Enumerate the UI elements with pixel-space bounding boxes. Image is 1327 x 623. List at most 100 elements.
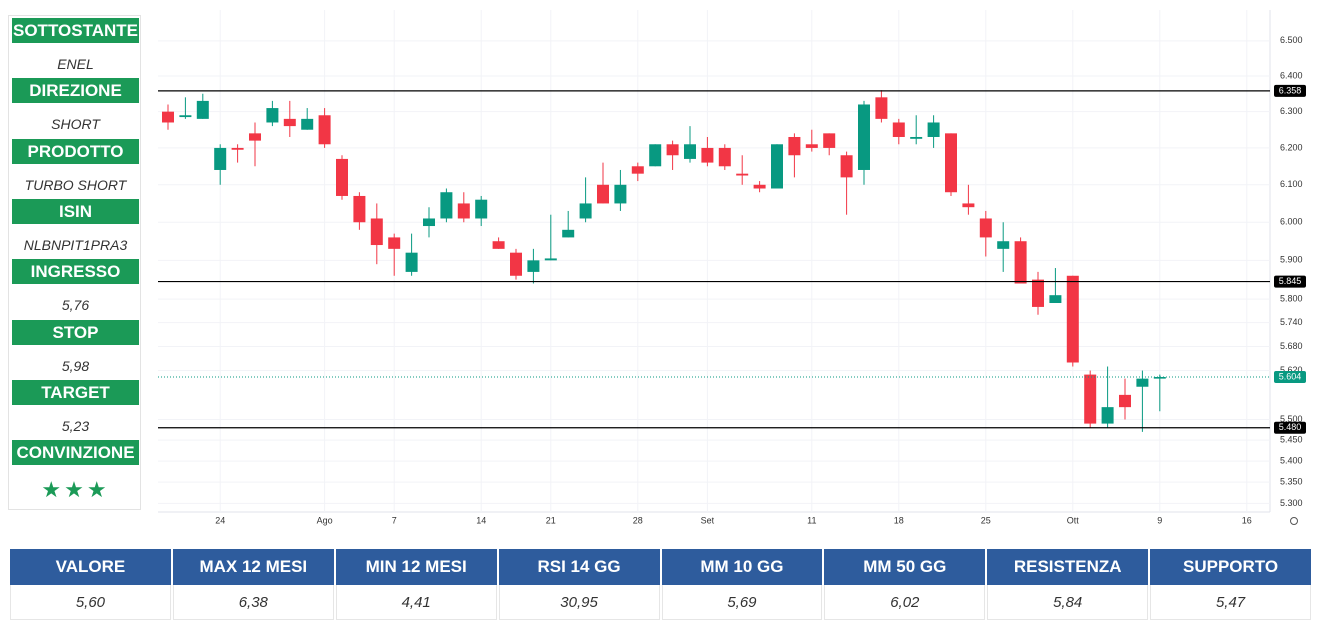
candle-body xyxy=(718,147,731,167)
y-tick-label: 6.400 xyxy=(1280,70,1303,80)
stats-table: VALORE MAX 12 MESI MIN 12 MESI RSI 14 GG MM … xyxy=(10,549,1313,621)
candle-body xyxy=(1066,275,1079,363)
y-tick-label: 6.500 xyxy=(1280,35,1303,45)
field-label: INGRESSO xyxy=(12,259,139,285)
candle-body xyxy=(631,166,644,174)
table-cell: 5,47 xyxy=(1150,585,1311,620)
sidebar: SOTTOSTANTE ENEL DIREZIONE SHORT PRODOTTO TUR… xyxy=(8,15,141,510)
table-header: MAX 12 MESI xyxy=(172,549,334,585)
candle-body xyxy=(1014,241,1027,284)
field-value: 5,76 xyxy=(61,297,90,314)
chart: 6.500 6.400 6.300 6.200 6.100 6.000 5.900 5.800… xyxy=(158,10,1306,525)
candle-body xyxy=(179,115,192,118)
candle-body xyxy=(405,252,418,272)
y-tick-label: 5.450 xyxy=(1280,435,1303,445)
y-tick-label: 5.680 xyxy=(1280,341,1303,351)
field-value: SHORT xyxy=(51,116,100,133)
candle-body xyxy=(649,144,662,167)
field-label: DIREZIONE xyxy=(12,78,139,104)
field-value: ★★★ xyxy=(41,477,110,503)
candle-body xyxy=(1049,295,1062,304)
candle-body xyxy=(492,241,505,249)
candle-body xyxy=(805,144,818,148)
x-tick-label: 11 xyxy=(807,515,816,525)
table-header: MM 50 GG xyxy=(824,549,986,585)
candle-body xyxy=(1084,374,1097,424)
candle-body xyxy=(684,144,696,159)
candle-body xyxy=(614,184,627,204)
candle-body xyxy=(562,229,575,238)
x-tick-label: 28 xyxy=(633,515,643,525)
field-label: STOP xyxy=(12,319,139,345)
table-header: SUPPORTO xyxy=(1150,549,1311,585)
y-tick-label: 5.350 xyxy=(1280,477,1303,487)
candle-body xyxy=(1101,407,1114,424)
candle-body xyxy=(544,258,557,261)
candle-body xyxy=(771,144,783,189)
x-tick-label: Ott xyxy=(1067,515,1080,525)
table-cell: 5,69 xyxy=(661,585,823,620)
field-value: NLBNPIT1PRA3 xyxy=(23,236,128,253)
candle-body xyxy=(196,100,209,119)
candle-body xyxy=(892,122,905,137)
candle-body xyxy=(823,133,836,148)
candle-body xyxy=(945,133,957,193)
candle-body xyxy=(962,203,975,208)
candle-body xyxy=(736,173,749,176)
x-tick-label: 21 xyxy=(546,515,556,525)
candle-body xyxy=(579,203,592,219)
candle-body xyxy=(301,118,314,130)
candle-body xyxy=(283,118,296,127)
candle-body xyxy=(1136,378,1149,387)
price-label: 5.604 xyxy=(1279,371,1302,381)
settings-icon xyxy=(1290,517,1298,525)
table-cell: 30,95 xyxy=(498,585,660,620)
field-label: CONVINZIONE xyxy=(12,440,139,466)
field-value: 5,98 xyxy=(61,357,90,374)
candle-body xyxy=(701,147,714,163)
table-header: RESISTENZA xyxy=(987,549,1149,585)
y-tick-label: 5.900 xyxy=(1280,255,1303,265)
y-tick-label: 5.800 xyxy=(1280,293,1303,303)
table-header: MM 10 GG xyxy=(661,549,823,585)
field-value: TURBO SHORT xyxy=(24,176,127,193)
field-label: SOTTOSTANTE xyxy=(12,18,139,43)
price-label: 5.845 xyxy=(1279,276,1302,286)
table-cell: 4,41 xyxy=(335,585,497,620)
y-tick-label: 5.620 xyxy=(1280,365,1303,375)
candle-body xyxy=(840,155,853,178)
candle-body xyxy=(214,147,227,170)
candle-body xyxy=(266,108,279,123)
x-tick-label: 7 xyxy=(392,515,397,525)
candle-body xyxy=(318,115,331,145)
candle-body xyxy=(979,218,992,238)
y-tick-label: 6.100 xyxy=(1280,179,1303,189)
candle-body xyxy=(858,104,870,170)
x-tick-label: 24 xyxy=(215,515,225,525)
x-tick-label: Set xyxy=(701,515,715,525)
y-tick-label: 6.300 xyxy=(1280,106,1303,116)
candle-body xyxy=(1153,377,1166,379)
candle-body xyxy=(927,122,940,137)
y-tick-label: 5.400 xyxy=(1280,455,1303,465)
y-tick-label: 6.000 xyxy=(1280,217,1303,227)
candle-body xyxy=(527,260,540,272)
x-tick-label: 16 xyxy=(1242,515,1252,525)
candle-body xyxy=(1032,279,1044,307)
x-tick-label: Ago xyxy=(317,515,333,525)
table-header: MIN 12 MESI xyxy=(335,549,497,585)
price-label-box xyxy=(1274,275,1306,288)
price-label: 5.480 xyxy=(1279,422,1302,432)
candle-body xyxy=(510,252,522,276)
candle-body xyxy=(475,199,488,219)
x-tick-label: 25 xyxy=(981,515,991,525)
candle-body xyxy=(388,237,401,249)
field-value: 5,23 xyxy=(61,417,90,434)
y-tick-label: 5.500 xyxy=(1280,414,1303,424)
field-value: ENEL xyxy=(57,56,94,72)
table-cell: 5,84 xyxy=(987,585,1149,620)
price-label-box xyxy=(1274,84,1306,97)
field-label: TARGET xyxy=(12,379,139,405)
candle-body xyxy=(440,192,453,219)
